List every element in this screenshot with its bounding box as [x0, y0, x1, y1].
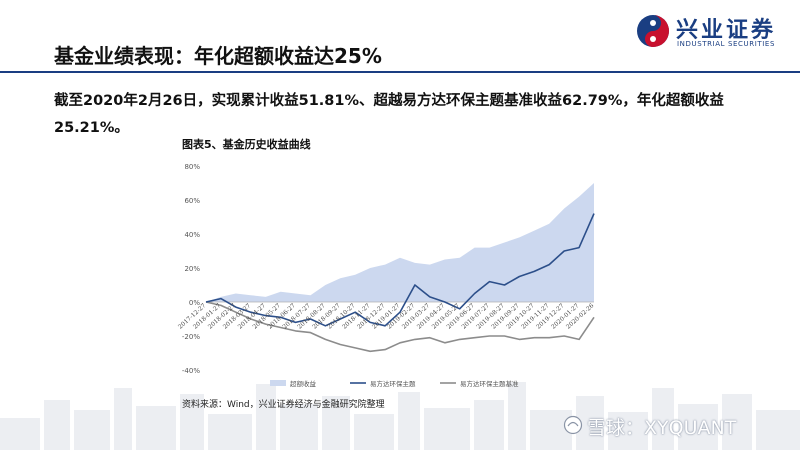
fund-return-chart: -40%-20%0%20%40%60%80% 2017-12-272018-01…	[177, 163, 596, 388]
city-skyline-decoration	[0, 382, 800, 450]
y-tick-label: 0%	[189, 299, 200, 307]
company-logo: 兴业证券 INDUSTRIAL SECURITIES	[636, 12, 796, 52]
y-tick-label: 80%	[184, 163, 200, 171]
summary-text: 截至2020年2月26日，实现累计收益51.81%、超越易方达环保主题基准收益6…	[54, 88, 754, 142]
y-tick-label: 60%	[184, 197, 200, 205]
legend-label: 易方达环保主题	[370, 379, 416, 388]
series-line-fund	[205, 213, 595, 327]
series-area-excess-return	[206, 183, 594, 302]
legend-label: 超额收益	[290, 379, 317, 388]
summary-line-1: 截至2020年2月26日，实现累计收益51.81%、超越易方达环保主题基准收益6…	[54, 93, 724, 109]
y-tick-label: 40%	[184, 231, 200, 239]
y-tick-label: -40%	[182, 367, 200, 375]
logo-name-en: INDUSTRIAL SECURITIES	[677, 40, 775, 48]
snowball-icon	[563, 415, 583, 435]
slide-title: 基金业绩表现：年化超额收益达25%	[54, 44, 382, 68]
y-tick-label: -20%	[182, 333, 200, 341]
legend-label: 易方达环保主题基准	[460, 379, 519, 388]
title-divider	[0, 71, 800, 73]
watermark-text: 雪球：XYQUANT	[587, 417, 737, 439]
figure-caption: 图表5、基金历史收益曲线	[182, 138, 311, 151]
logo-name-cn: 兴业证券	[676, 18, 777, 43]
source-note: 资料来源：Wind，兴业证券经济与金融研究院整理	[182, 400, 385, 410]
summary-line-2: 25.21%。	[54, 120, 129, 136]
legend-swatch	[270, 380, 286, 386]
series-line-benchmark	[205, 301, 595, 353]
y-tick-label: 20%	[184, 265, 200, 273]
logo-emblem-icon	[637, 15, 669, 47]
